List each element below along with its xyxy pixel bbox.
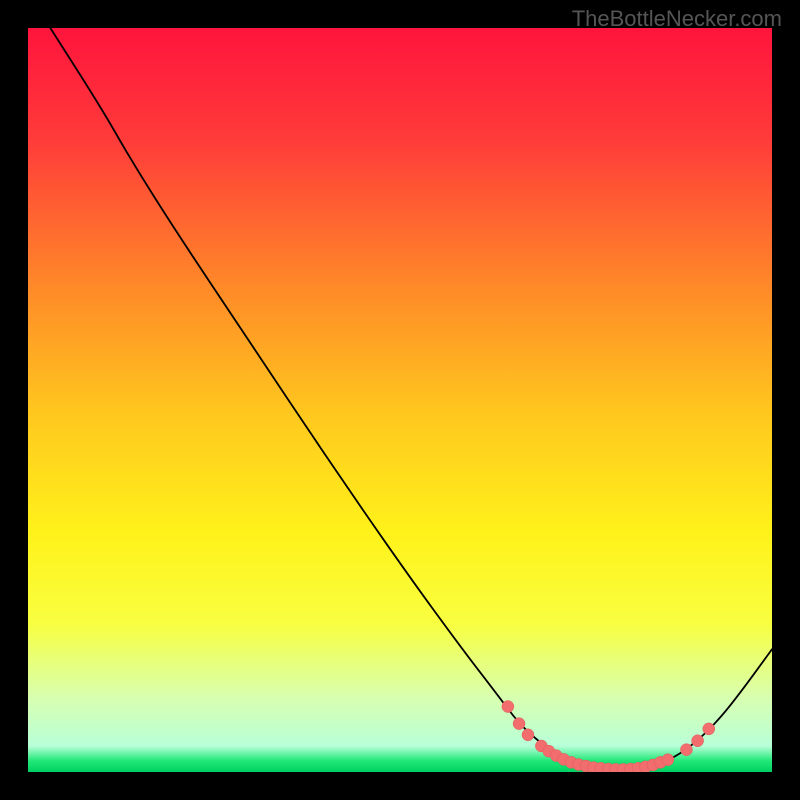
marker-dot [502, 701, 514, 713]
watermark-text: TheBottleNecker.com [572, 6, 782, 32]
bottleneck-curve-chart [28, 28, 772, 772]
marker-dot [692, 735, 704, 747]
marker-dot [662, 754, 674, 766]
marker-dot [680, 744, 692, 756]
plot-area [28, 28, 772, 772]
marker-dot [522, 729, 534, 741]
marker-dot [703, 723, 715, 735]
marker-dot [513, 718, 525, 730]
gradient-background [28, 28, 772, 772]
